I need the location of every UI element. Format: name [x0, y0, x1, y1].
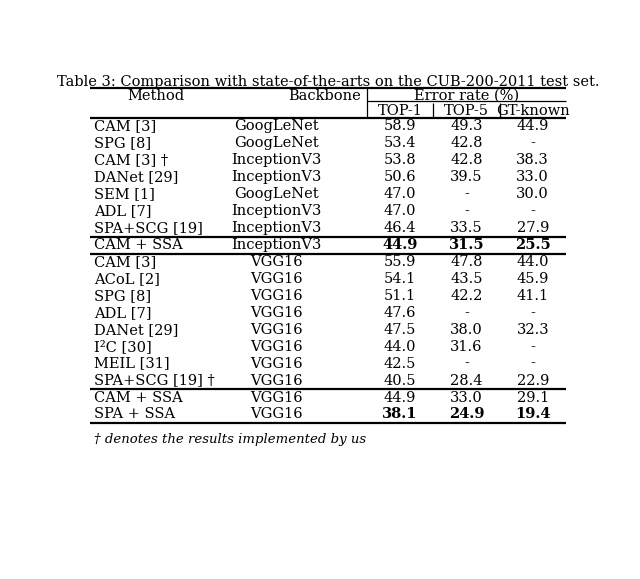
- Text: GT-known: GT-known: [496, 104, 570, 118]
- Text: InceptionV3: InceptionV3: [232, 153, 322, 167]
- Text: 33.0: 33.0: [516, 170, 549, 184]
- Text: CAM [3]: CAM [3]: [94, 119, 156, 134]
- Text: 47.5: 47.5: [384, 323, 416, 337]
- Text: VGG16: VGG16: [250, 289, 303, 303]
- Text: ADL [7]: ADL [7]: [94, 204, 152, 218]
- Text: 46.4: 46.4: [384, 221, 416, 235]
- Text: SPA + SSA: SPA + SSA: [94, 408, 175, 422]
- Text: ADL [7]: ADL [7]: [94, 306, 152, 320]
- Text: VGG16: VGG16: [250, 408, 303, 422]
- Text: -: -: [464, 306, 468, 320]
- Text: 31.6: 31.6: [450, 340, 483, 354]
- Text: Method: Method: [127, 89, 184, 102]
- Text: SPG [8]: SPG [8]: [94, 137, 151, 151]
- Text: 28.4: 28.4: [450, 373, 483, 387]
- Text: SPA+SCG [19]: SPA+SCG [19]: [94, 221, 203, 235]
- Text: GoogLeNet: GoogLeNet: [234, 187, 319, 201]
- Text: 44.9: 44.9: [516, 119, 549, 134]
- Text: 44.9: 44.9: [384, 390, 416, 405]
- Text: SPG [8]: SPG [8]: [94, 289, 151, 303]
- Text: † denotes the results implemented by us: † denotes the results implemented by us: [94, 433, 366, 446]
- Text: 42.2: 42.2: [450, 289, 483, 303]
- Text: 53.4: 53.4: [384, 137, 416, 151]
- Text: 42.8: 42.8: [450, 153, 483, 167]
- Text: GoogLeNet: GoogLeNet: [234, 119, 319, 134]
- Text: -: -: [464, 187, 468, 201]
- Text: 47.0: 47.0: [384, 187, 416, 201]
- Text: 38.0: 38.0: [450, 323, 483, 337]
- Text: CAM + SSA: CAM + SSA: [94, 238, 182, 252]
- Text: I²C [30]: I²C [30]: [94, 340, 152, 354]
- Text: 32.3: 32.3: [516, 323, 549, 337]
- Text: 30.0: 30.0: [516, 187, 549, 201]
- Text: -: -: [464, 357, 468, 371]
- Text: -: -: [531, 137, 535, 151]
- Text: 43.5: 43.5: [450, 272, 483, 286]
- Text: DANet [29]: DANet [29]: [94, 170, 179, 184]
- Text: CAM [3]: CAM [3]: [94, 255, 156, 269]
- Text: SEM [1]: SEM [1]: [94, 187, 155, 201]
- Text: VGG16: VGG16: [250, 272, 303, 286]
- Text: DANet [29]: DANet [29]: [94, 323, 179, 337]
- Text: VGG16: VGG16: [250, 255, 303, 269]
- Text: InceptionV3: InceptionV3: [232, 204, 322, 218]
- Text: -: -: [531, 306, 535, 320]
- Text: Error rate (%): Error rate (%): [414, 89, 519, 102]
- Text: 40.5: 40.5: [384, 373, 416, 387]
- Text: 38.1: 38.1: [382, 408, 418, 422]
- Text: ACoL [2]: ACoL [2]: [94, 272, 160, 286]
- Text: 51.1: 51.1: [384, 289, 416, 303]
- Text: 42.8: 42.8: [450, 137, 483, 151]
- Text: 33.5: 33.5: [450, 221, 483, 235]
- Text: 22.9: 22.9: [516, 373, 549, 387]
- Text: VGG16: VGG16: [250, 373, 303, 387]
- Text: 29.1: 29.1: [516, 390, 549, 405]
- Text: 44.0: 44.0: [384, 340, 416, 354]
- Text: 19.4: 19.4: [515, 408, 550, 422]
- Text: 42.5: 42.5: [384, 357, 416, 371]
- Text: 50.6: 50.6: [383, 170, 416, 184]
- Text: 58.9: 58.9: [384, 119, 416, 134]
- Text: 47.8: 47.8: [450, 255, 483, 269]
- Text: -: -: [531, 357, 535, 371]
- Text: MEIL [31]: MEIL [31]: [94, 357, 170, 371]
- Text: -: -: [464, 204, 468, 218]
- Text: 45.9: 45.9: [516, 272, 549, 286]
- Text: VGG16: VGG16: [250, 306, 303, 320]
- Text: 33.0: 33.0: [450, 390, 483, 405]
- Text: -: -: [531, 340, 535, 354]
- Text: 24.9: 24.9: [449, 408, 484, 422]
- Text: VGG16: VGG16: [250, 390, 303, 405]
- Text: VGG16: VGG16: [250, 323, 303, 337]
- Text: InceptionV3: InceptionV3: [232, 170, 322, 184]
- Text: VGG16: VGG16: [250, 340, 303, 354]
- Text: 31.5: 31.5: [449, 238, 484, 252]
- Text: 25.5: 25.5: [515, 238, 550, 252]
- Text: 54.1: 54.1: [384, 272, 416, 286]
- Text: 27.9: 27.9: [516, 221, 549, 235]
- Text: 44.9: 44.9: [382, 238, 418, 252]
- Text: Backbone: Backbone: [288, 89, 360, 102]
- Text: 41.1: 41.1: [516, 289, 548, 303]
- Text: 53.8: 53.8: [383, 153, 416, 167]
- Text: CAM + SSA: CAM + SSA: [94, 390, 182, 405]
- Text: GoogLeNet: GoogLeNet: [234, 137, 319, 151]
- Text: 55.9: 55.9: [384, 255, 416, 269]
- Text: SPA+SCG [19] †: SPA+SCG [19] †: [94, 373, 214, 387]
- Text: TOP-5: TOP-5: [444, 104, 489, 118]
- Text: InceptionV3: InceptionV3: [232, 238, 322, 252]
- Text: TOP-1: TOP-1: [378, 104, 422, 118]
- Text: CAM [3] †: CAM [3] †: [94, 153, 168, 167]
- Text: VGG16: VGG16: [250, 357, 303, 371]
- Text: 44.0: 44.0: [516, 255, 549, 269]
- Text: 47.0: 47.0: [384, 204, 416, 218]
- Text: Table 3: Comparison with state-of-the-arts on the CUB-200-2011 test set.: Table 3: Comparison with state-of-the-ar…: [57, 75, 599, 89]
- Text: 47.6: 47.6: [384, 306, 416, 320]
- Text: InceptionV3: InceptionV3: [232, 221, 322, 235]
- Text: -: -: [531, 204, 535, 218]
- Text: 38.3: 38.3: [516, 153, 549, 167]
- Text: 39.5: 39.5: [450, 170, 483, 184]
- Text: 49.3: 49.3: [450, 119, 483, 134]
